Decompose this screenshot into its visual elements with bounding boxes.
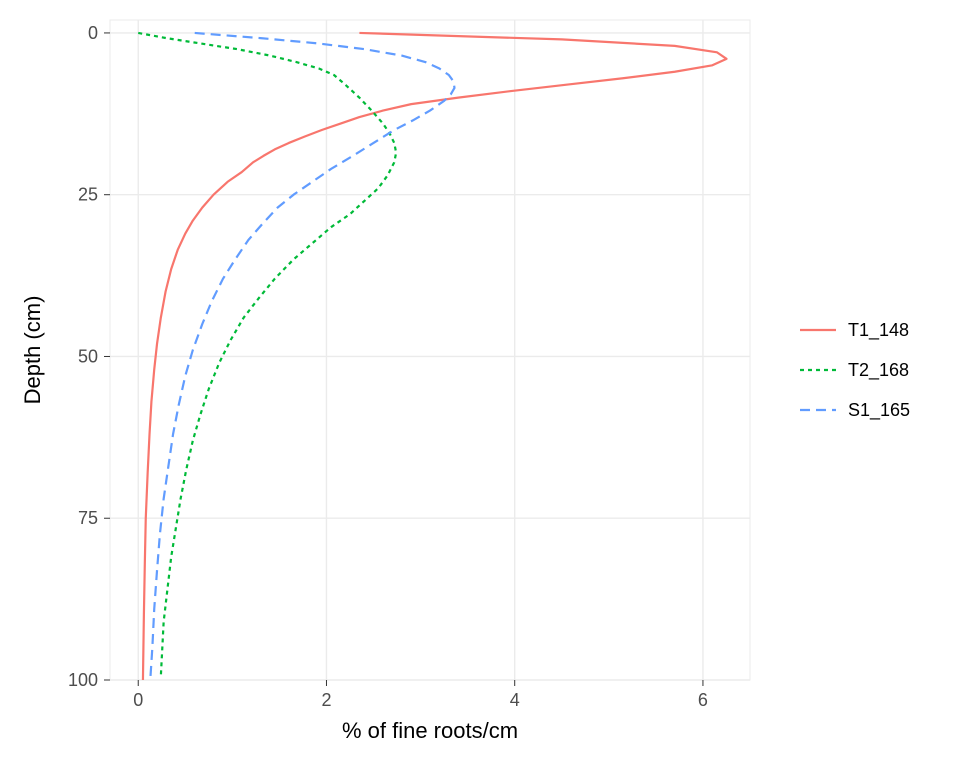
legend-label-T1_148: T1_148	[848, 320, 909, 341]
y-tick-label: 25	[78, 185, 98, 205]
legend-label-T2_168: T2_168	[848, 360, 909, 381]
root-depth-chart: 0 2 4 6 0 25 50 75 100 % of fine roots/cm Depth (c…	[0, 0, 960, 768]
chart-svg: 0 2 4 6 0 25 50 75 100 % of fine roots/cm Depth (c…	[0, 0, 960, 768]
y-tick-label: 75	[78, 508, 98, 528]
x-tick-label: 2	[321, 690, 331, 710]
y-tick-label: 50	[78, 346, 98, 366]
y-axis-label: Depth (cm)	[20, 296, 45, 405]
y-tick-label: 0	[88, 23, 98, 43]
x-tick-label: 0	[133, 690, 143, 710]
x-axis-label: % of fine roots/cm	[342, 718, 518, 743]
y-tick-label: 100	[68, 670, 98, 690]
x-tick-label: 4	[510, 690, 520, 710]
plot-panel	[110, 20, 750, 680]
legend-label-S1_165: S1_165	[848, 400, 910, 421]
x-tick-label: 6	[698, 690, 708, 710]
